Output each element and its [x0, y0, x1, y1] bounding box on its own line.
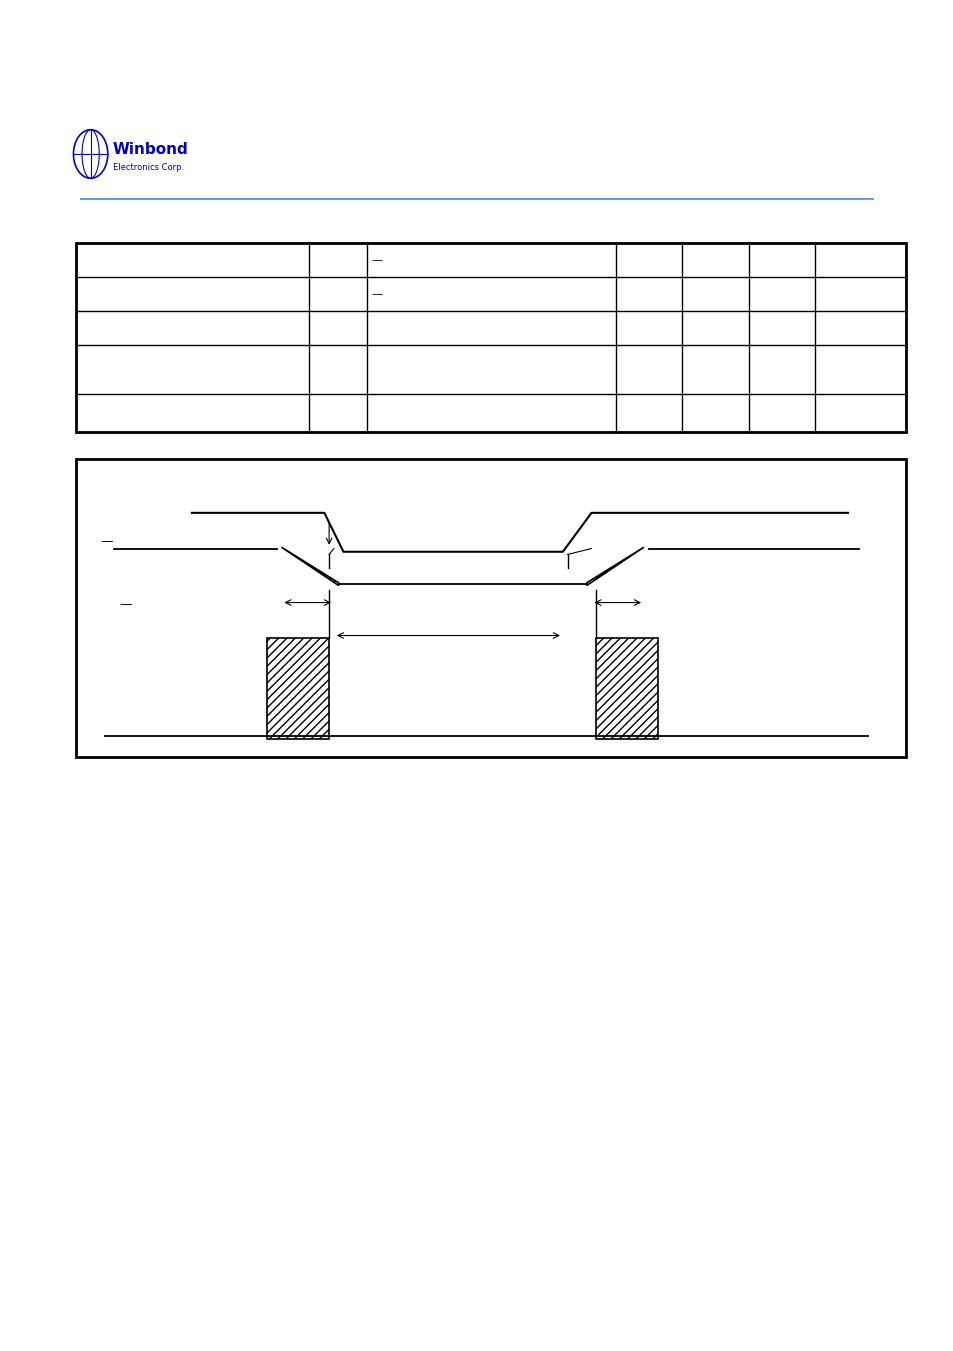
FancyBboxPatch shape	[76, 243, 905, 432]
Polygon shape	[281, 547, 338, 585]
Text: Winbond: Winbond	[112, 142, 188, 158]
Polygon shape	[267, 638, 329, 739]
Text: Electronics Corp.: Electronics Corp.	[112, 163, 184, 172]
Polygon shape	[596, 638, 658, 739]
Text: —: —	[372, 255, 382, 265]
Polygon shape	[586, 547, 643, 585]
FancyBboxPatch shape	[76, 459, 905, 757]
Text: —: —	[119, 598, 132, 611]
Text: —: —	[372, 289, 382, 300]
Text: —: —	[100, 535, 112, 549]
